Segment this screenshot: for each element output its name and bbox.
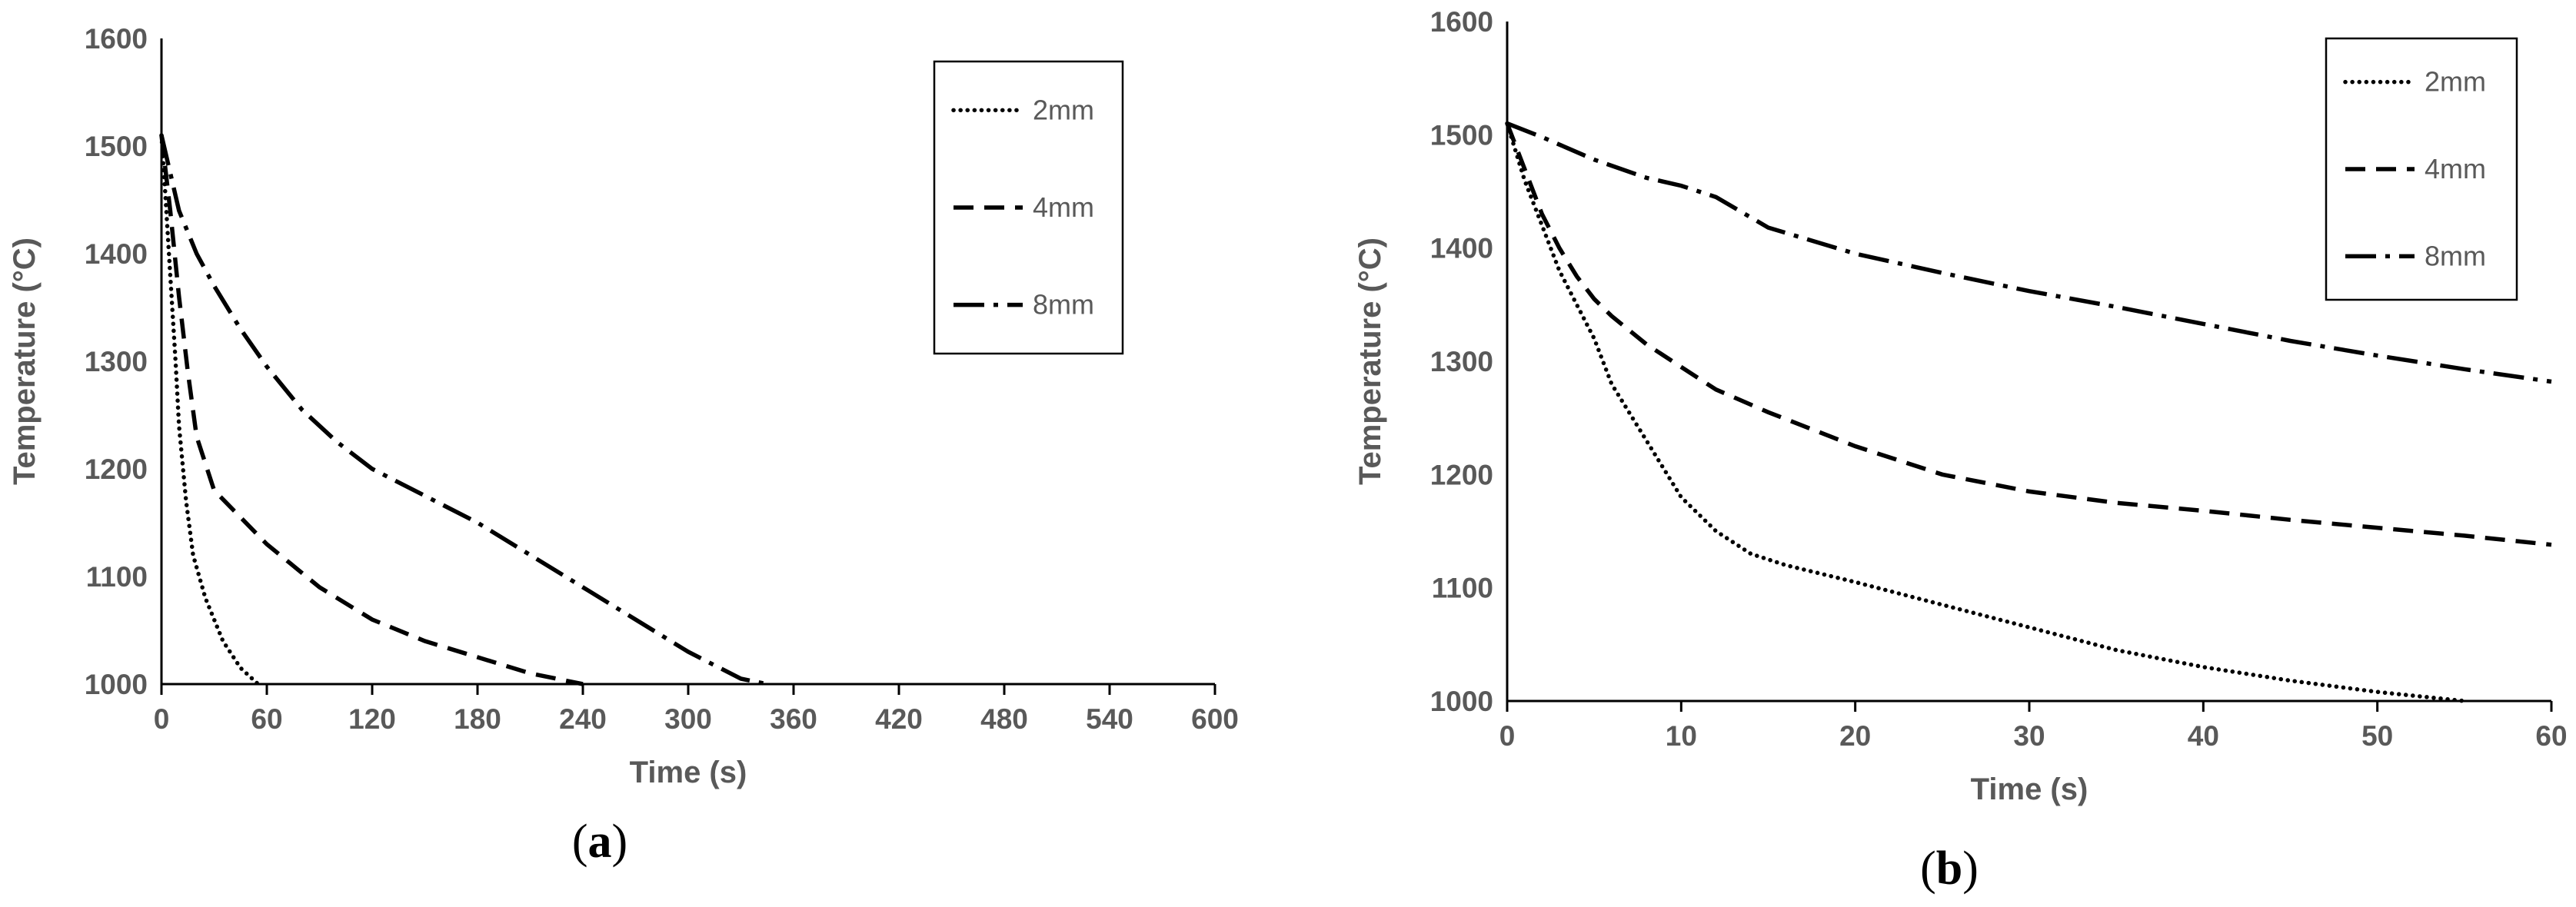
y-axis-title: Temperature (°C) <box>8 238 42 485</box>
x-tick-label: 360 <box>770 703 817 735</box>
legend-label: 4mm <box>1033 191 1094 223</box>
x-tick-label: 0 <box>154 703 170 735</box>
x-axis-title: Time (s) <box>1971 772 2088 806</box>
x-tick-label: 120 <box>348 703 396 735</box>
series-line-4mm <box>159 135 584 686</box>
legend-label: 2mm <box>2425 66 2486 98</box>
series-line-8mm <box>159 135 768 686</box>
y-axis-title: Temperature (°C) <box>1353 238 1387 485</box>
x-tick-label: 30 <box>2013 720 2045 752</box>
x-tick-label: 420 <box>875 703 923 735</box>
x-tick-label: 240 <box>559 703 607 735</box>
legend-label: 8mm <box>1033 289 1094 321</box>
legend: 2mm 4mm 8mm <box>933 60 1124 355</box>
x-tick-label: 300 <box>664 703 712 735</box>
panel-letter: a <box>588 816 612 868</box>
legend-label: 2mm <box>1033 94 1094 125</box>
panel-letter: b <box>1936 842 1962 895</box>
x-tick-label: 60 <box>251 703 282 735</box>
legend: 2mm 4mm 8mm <box>2325 37 2518 301</box>
y-tick-label: 1500 <box>1430 119 1493 151</box>
x-axis-title: Time (s) <box>630 756 747 789</box>
series-line-2mm <box>1505 121 2467 703</box>
x-tick-label: 0 <box>1499 720 1516 752</box>
series-line-4mm <box>1505 122 2552 547</box>
x-tick-label: 540 <box>1086 703 1133 735</box>
x-tick-label: 600 <box>1191 703 1239 735</box>
x-tick-label: 40 <box>2188 720 2219 752</box>
x-tick-label: 60 <box>2535 720 2567 752</box>
x-tick-label: 10 <box>1666 720 1697 752</box>
x-tick-label: 180 <box>454 703 501 735</box>
x-tick-label: 50 <box>2361 720 2393 752</box>
y-tick-label: 1000 <box>85 669 148 700</box>
y-tick-label: 1500 <box>85 131 148 162</box>
panel-label: (a) <box>572 816 627 868</box>
y-tick-label: 1600 <box>1430 6 1493 38</box>
x-tick-label: 20 <box>1839 720 1871 752</box>
y-tick-label: 1300 <box>85 346 148 377</box>
chart-panel-b: 0 10 20 30 40 50 60 1000 1100 1200 1300 1400 1500 160… <box>1353 6 2568 895</box>
y-tick-label: 1600 <box>85 23 148 55</box>
legend-label: 4mm <box>2425 153 2486 184</box>
chart-panel-a: 0 60 120 180 240 300 360 420 480 540 600 1000 1100 12… <box>8 23 1239 868</box>
y-tick-label: 1400 <box>1430 233 1493 264</box>
y-tick-label: 1300 <box>1430 346 1493 377</box>
series-line-2mm <box>159 133 261 686</box>
x-tick-label: 480 <box>980 703 1028 735</box>
y-tick-label: 1400 <box>85 238 148 270</box>
y-tick-label: 1200 <box>85 454 148 485</box>
y-tick-label: 1200 <box>1430 459 1493 490</box>
y-tick-label: 1100 <box>1432 573 1493 604</box>
y-tick-label: 1000 <box>1430 686 1493 717</box>
panel-label: (b) <box>1920 842 1979 895</box>
legend-label: 8mm <box>2425 240 2486 271</box>
series-line-8mm <box>1506 121 2552 384</box>
y-tick-label: 1100 <box>86 561 148 593</box>
